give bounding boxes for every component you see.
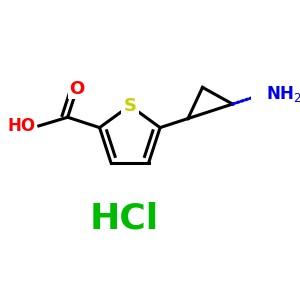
Text: HO: HO [7, 117, 35, 135]
Text: HCl: HCl [89, 202, 158, 236]
Text: NH$_2$: NH$_2$ [266, 84, 300, 104]
Text: O: O [69, 80, 85, 98]
Text: S: S [123, 97, 136, 115]
